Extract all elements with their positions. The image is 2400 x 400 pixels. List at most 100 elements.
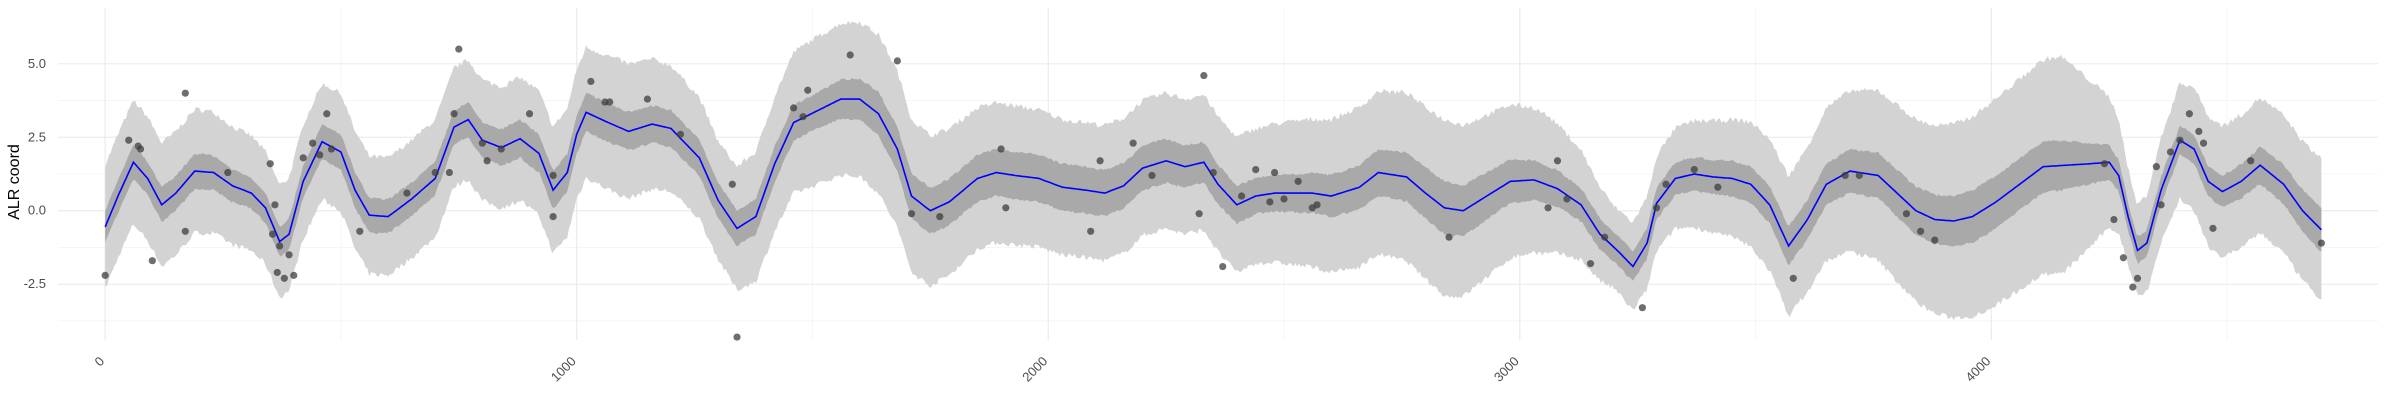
data-point: [2185, 110, 2193, 118]
data-point: [846, 51, 854, 59]
data-point: [1931, 236, 1939, 244]
data-point: [478, 139, 486, 147]
data-point: [125, 136, 133, 144]
data-point: [587, 77, 595, 86]
data-point: [1148, 171, 1156, 180]
data-point: [224, 168, 232, 177]
data-point: [2199, 139, 2208, 147]
data-point: [280, 274, 288, 282]
data-point: [266, 160, 274, 168]
data-point: [327, 145, 336, 153]
data-point: [356, 227, 364, 235]
data-point: [1280, 195, 1288, 203]
data-point: [316, 151, 324, 159]
data-point: [290, 271, 298, 279]
inner-band-area: [105, 77, 2322, 281]
data-point: [2152, 163, 2160, 171]
data-point: [2100, 160, 2109, 168]
data-point: [1902, 210, 1911, 218]
data-point: [799, 113, 807, 121]
data-point: [445, 168, 453, 177]
data-point: [403, 189, 411, 197]
data-points: [101, 45, 2326, 341]
data-point: [1219, 262, 1227, 271]
data-point: [1252, 165, 1260, 174]
data-point: [525, 110, 534, 118]
data-point: [276, 242, 284, 250]
data-point: [676, 130, 685, 138]
data-point: [728, 180, 736, 188]
data-point: [1002, 204, 1010, 212]
data-point: [2133, 274, 2142, 282]
y-tick-label: 0.0: [28, 203, 46, 218]
data-point: [997, 145, 1005, 153]
mean-curve: [104, 98, 2322, 268]
data-point: [450, 110, 458, 118]
y-tick-label: -2.5: [24, 276, 46, 291]
data-point: [1714, 183, 1722, 191]
data-point: [1917, 227, 1925, 235]
data-point: [1841, 171, 1849, 180]
data-point: [1662, 180, 1670, 188]
data-point: [804, 86, 812, 94]
data-point: [1087, 227, 1095, 235]
data-point: [2119, 254, 2127, 262]
data-point: [1563, 195, 1571, 203]
data-point: [148, 257, 156, 265]
data-point: [1690, 165, 1698, 174]
data-point: [1209, 168, 1217, 177]
y-axis-title: ALR coord: [6, 144, 23, 220]
y-tick-label: 2.5: [28, 129, 46, 144]
data-point: [136, 145, 145, 153]
data-point: [2317, 239, 2326, 247]
data-point: [268, 230, 277, 238]
data-point: [1544, 204, 1552, 212]
data-point: [1096, 157, 1104, 165]
data-point: [1652, 204, 1661, 212]
data-point: [606, 98, 614, 106]
data-point: [549, 171, 557, 180]
data-point: [1445, 233, 1453, 241]
data-point: [2166, 148, 2175, 156]
data-point: [1200, 71, 1208, 80]
data-point: [1553, 157, 1562, 165]
data-point: [733, 333, 741, 341]
data-point: [1270, 168, 1279, 177]
data-point: [1789, 274, 1797, 282]
data-point: [907, 210, 916, 218]
data-point: [273, 268, 281, 277]
data-point: [431, 168, 439, 177]
data-point: [271, 201, 279, 209]
data-point: [299, 154, 307, 162]
data-point: [893, 57, 901, 65]
data-point: [1294, 177, 1302, 185]
data-point: [181, 89, 189, 97]
data-point: [2209, 224, 2217, 232]
data-point: [2176, 136, 2184, 144]
data-point: [2247, 157, 2255, 165]
data-point: [2110, 215, 2118, 224]
data-point: [1586, 260, 1595, 268]
data-point: [1638, 304, 1646, 312]
data-point: [2195, 127, 2203, 135]
data-point: [1855, 171, 1863, 180]
data-point: [1129, 139, 1137, 147]
data-point: [643, 95, 652, 103]
data-point: [497, 145, 505, 153]
data-point: [790, 104, 798, 112]
data-point: [2157, 201, 2165, 209]
data-point: [1601, 233, 1609, 241]
y-axis-tick-labels: -2.5 0.0 2.5 5.0: [24, 56, 46, 291]
y-tick-label: 5.0: [28, 56, 46, 71]
data-point: [1313, 201, 1321, 209]
data-point: [101, 271, 109, 279]
data-point: [181, 227, 189, 235]
data-point: [1237, 192, 1246, 200]
inner-confidence-band: [105, 77, 2322, 281]
data-point: [323, 110, 331, 118]
data-point: [309, 139, 317, 147]
data-point: [936, 213, 944, 221]
data-point: [1195, 210, 1203, 218]
data-point: [483, 157, 491, 165]
data-point: [2129, 283, 2137, 291]
